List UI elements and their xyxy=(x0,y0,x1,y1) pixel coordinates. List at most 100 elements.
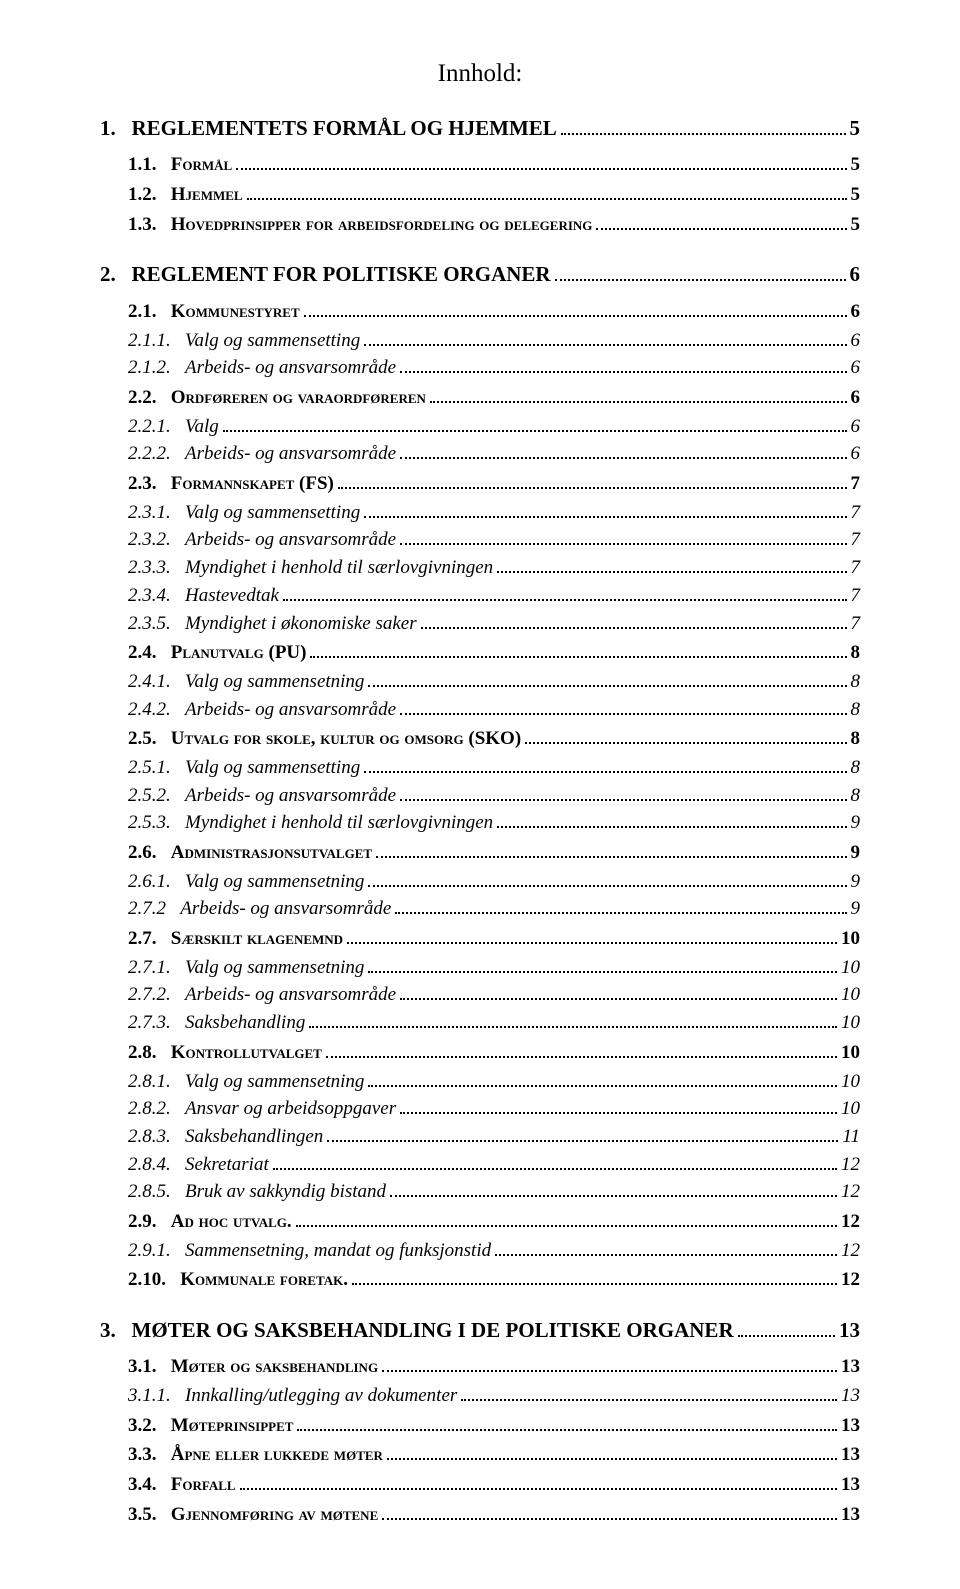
toc-leader-dots xyxy=(368,868,846,887)
toc-entry-title: Forfall xyxy=(171,1474,236,1495)
toc-entry-label: 2.1.1. Valg og sammensetting xyxy=(128,328,360,355)
toc-leader-dots xyxy=(525,725,846,744)
toc-entry-page: 6 xyxy=(851,355,861,382)
toc-leader-dots xyxy=(400,981,837,1000)
toc-entry-page: 5 xyxy=(851,182,861,209)
toc-entry: 2.1.2. Arbeids- og ansvarsområde6 xyxy=(128,354,860,382)
toc-entry-number: 2.1.1. xyxy=(128,330,171,351)
toc-entry-title: Kontrollutvalget xyxy=(171,1042,322,1063)
toc-entry-number: 2.7. xyxy=(128,928,157,949)
toc-entry-number: 1.1. xyxy=(128,154,157,175)
toc-entry-title: Saksbehandlingen xyxy=(185,1126,323,1147)
toc-entry-page: 8 xyxy=(851,783,861,810)
toc-entry-label: 3. MØTER OG SAKSBEHANDLING I DE POLITISK… xyxy=(100,1316,734,1345)
toc-leader-dots xyxy=(382,1353,837,1372)
toc-entry-label: 2.5.2. Arbeids- og ansvarsområde xyxy=(128,783,396,810)
toc-entry-number: 3.5. xyxy=(128,1504,157,1525)
toc-entry-number: 2.2.2. xyxy=(128,443,171,464)
toc-entry-page: 10 xyxy=(841,982,860,1009)
toc-entry: 2.8.5. Bruk av sakkyndig bistand12 xyxy=(128,1178,860,1206)
toc-entry-number: 2.6.1. xyxy=(128,871,171,892)
toc-entry: 2.8.2. Ansvar og arbeidsoppgaver10 xyxy=(128,1095,860,1123)
toc-leader-dots xyxy=(376,839,846,858)
toc-entry-page: 13 xyxy=(841,1442,860,1469)
toc-entry-label: 2.5. Utvalg for skole, kultur og omsorg … xyxy=(128,726,521,753)
toc-entry-title: Arbeids- og ansvarsområde xyxy=(185,443,396,464)
toc-entry: 2.1.1. Valg og sammensetting6 xyxy=(128,327,860,355)
toc-entry-page: 13 xyxy=(841,1413,860,1440)
toc-entry: 2.3.3. Myndighet i henhold til særlovgiv… xyxy=(128,554,860,582)
toc-entry-title: REGLEMENT FOR POLITISKE ORGANER xyxy=(132,262,551,286)
toc-entry-label: 2. REGLEMENT FOR POLITISKE ORGANER xyxy=(100,260,551,289)
toc-entry-title: Arbeids- og ansvarsområde xyxy=(185,357,396,378)
toc-entry: 2.3.4. Hastevedtak7 xyxy=(128,582,860,610)
toc-entry: 2.3.1. Valg og sammensetting 7 xyxy=(128,499,860,527)
toc-entry-label: 2.5.1. Valg og sammensetting xyxy=(128,755,360,782)
toc-leader-dots xyxy=(400,782,846,801)
toc-entry-number: 2.8.4. xyxy=(128,1154,171,1175)
toc-leader-dots xyxy=(390,1178,837,1197)
toc-leader-dots xyxy=(364,327,846,346)
toc-entry-title: Valg og sammensetting xyxy=(185,757,360,778)
toc-entry: 2.4. Planutvalg (PU)8 xyxy=(128,639,860,667)
toc-entry-page: 7 xyxy=(851,583,861,610)
toc-entry: 2.3. Formannskapet (FS)7 xyxy=(128,470,860,498)
toc-entry-number: 3.4. xyxy=(128,1474,157,1495)
toc-entry-page: 5 xyxy=(851,212,861,239)
toc-entry: 2.9. Ad hoc utvalg.12 xyxy=(128,1208,860,1236)
toc-entry-number: 2.2. xyxy=(128,387,157,408)
document-title: Innhold: xyxy=(100,60,860,88)
toc-entry: 2.7. Særskilt klagenemnd10 xyxy=(128,925,860,953)
toc-entry-label: 2.2.2. Arbeids- og ansvarsområde xyxy=(128,441,396,468)
toc-entry-label: 2.7.3. Saksbehandling xyxy=(128,1010,305,1037)
toc-leader-dots xyxy=(461,1382,837,1401)
toc-entry-label: 2.4.1. Valg og sammensetning xyxy=(128,669,364,696)
toc-entry-label: 2.1. Kommunestyret xyxy=(128,299,300,326)
toc-entry: 2.10. Kommunale foretak.12 xyxy=(128,1266,860,1294)
toc-leader-dots xyxy=(387,1441,837,1460)
toc-entry: 2.8.1. Valg og sammensetning10 xyxy=(128,1067,860,1095)
toc-entry-number: 2.5.1. xyxy=(128,757,171,778)
toc-leader-dots xyxy=(240,1471,837,1490)
toc-entry-page: 12 xyxy=(841,1209,860,1236)
toc-entry: 2.7.3. Saksbehandling 10 xyxy=(128,1009,860,1037)
toc-entry-title: Myndighet i økonomiske saker xyxy=(185,613,417,634)
toc-leader-dots xyxy=(364,499,846,518)
toc-entry: 2.4.2. Arbeids- og ansvarsområde8 xyxy=(128,695,860,723)
toc-entry: 2.8.3. Saksbehandlingen11 xyxy=(128,1123,860,1151)
toc-entry-number: 1.3. xyxy=(128,214,157,235)
toc-entry-label: 2.5.3. Myndighet i henhold til særlovgiv… xyxy=(128,810,493,837)
toc-entry-number: 1.2. xyxy=(128,184,157,205)
toc-entry: 3.5. Gjennomføring av møtene13 xyxy=(128,1501,860,1529)
toc-entry: 2.6.1. Valg og sammensetning9 xyxy=(128,868,860,896)
toc-entry-page: 13 xyxy=(841,1472,860,1499)
toc-entry-number: 2.5.3. xyxy=(128,812,171,833)
toc-entry-page: 7 xyxy=(851,500,861,527)
toc-leader-dots xyxy=(382,1501,837,1520)
toc-entry-number: 2.3.1. xyxy=(128,502,171,523)
toc-entry-title: Valg og sammensetning xyxy=(185,871,364,892)
toc-entry-page: 7 xyxy=(851,471,861,498)
toc-leader-dots xyxy=(304,298,847,317)
toc-leader-dots xyxy=(738,1316,835,1337)
toc-entry-number: 2.3.2. xyxy=(128,529,171,550)
toc-entry-page: 10 xyxy=(841,1010,860,1037)
toc-entry-page: 11 xyxy=(842,1124,860,1151)
toc-entry-title: Saksbehandling xyxy=(185,1012,305,1033)
toc-entry-title: Hovedprinsipper for arbeidsfordeling og … xyxy=(171,214,593,235)
toc-entry-title: REGLEMENTETS FORMÅL OG HJEMMEL xyxy=(132,116,557,140)
toc-leader-dots xyxy=(395,895,846,914)
toc-entry-label: 2.3.2. Arbeids- og ansvarsområde xyxy=(128,527,396,554)
toc-leader-dots xyxy=(247,181,847,200)
toc-entry-title: Administrasjonsutvalget xyxy=(171,842,372,863)
toc-entry-title: Myndighet i henhold til særlovgivningen xyxy=(185,812,493,833)
toc-entry: 2.3.2. Arbeids- og ansvarsområde7 xyxy=(128,526,860,554)
toc-entry-label: 2.3.1. Valg og sammensetting xyxy=(128,500,360,527)
toc-leader-dots xyxy=(347,925,837,944)
toc-entry-title: Åpne eller lukkede møter xyxy=(171,1444,383,1465)
toc-entry-label: 1.3. Hovedprinsipper for arbeidsfordelin… xyxy=(128,212,592,239)
toc-entry-page: 9 xyxy=(851,896,861,923)
toc-entry-label: 3.3. Åpne eller lukkede møter xyxy=(128,1442,383,1469)
toc-entry-number: 3. xyxy=(100,1318,116,1342)
toc-entry-label: 2.9.1. Sammensetning, mandat og funksjon… xyxy=(128,1238,491,1265)
